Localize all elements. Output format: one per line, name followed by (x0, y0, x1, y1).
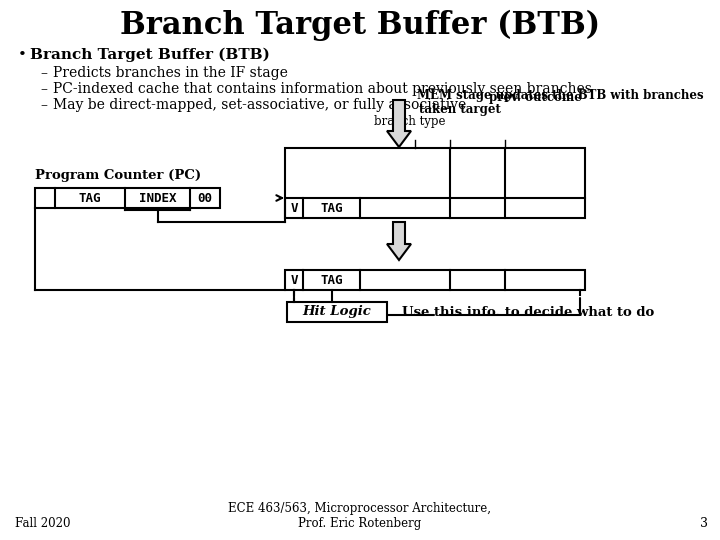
Text: –: – (40, 66, 47, 80)
FancyBboxPatch shape (287, 302, 387, 322)
Text: ECE 463/563, Microprocessor Architecture,
Prof. Eric Rotenberg: ECE 463/563, Microprocessor Architecture… (228, 502, 492, 530)
Text: TAG: TAG (320, 273, 343, 287)
Text: INDEX: INDEX (139, 192, 176, 205)
Text: Fall 2020: Fall 2020 (15, 517, 71, 530)
Text: •: • (18, 48, 27, 62)
Text: Predicts branches in the IF stage: Predicts branches in the IF stage (53, 66, 288, 80)
Text: 00: 00 (197, 192, 212, 205)
Text: Use this info. to decide what to do: Use this info. to decide what to do (402, 306, 654, 319)
Text: –: – (40, 98, 47, 112)
Text: PC-indexed cache that contains information about previously seen branches: PC-indexed cache that contains informati… (53, 82, 592, 96)
Bar (285, 148, 585, 218)
Text: 3: 3 (700, 517, 708, 530)
Text: Branch Target Buffer (BTB): Branch Target Buffer (BTB) (30, 48, 270, 63)
Bar (35, 188, 220, 208)
Text: Branch Target Buffer (BTB): Branch Target Buffer (BTB) (120, 10, 600, 41)
Polygon shape (387, 222, 411, 260)
Text: TAG: TAG (78, 192, 102, 205)
Text: V: V (290, 273, 298, 287)
Text: prev. outcome: prev. outcome (489, 91, 582, 104)
Polygon shape (387, 100, 411, 147)
Text: V: V (290, 201, 298, 214)
Text: TAG: TAG (320, 201, 343, 214)
Text: –: – (40, 82, 47, 96)
Bar (285, 270, 585, 290)
Text: Program Counter (PC): Program Counter (PC) (35, 169, 201, 182)
Text: taken target: taken target (419, 103, 501, 116)
Text: Hit Logic: Hit Logic (302, 306, 372, 319)
Text: May be direct-mapped, set-associative, or fully associative: May be direct-mapped, set-associative, o… (53, 98, 467, 112)
Text: branch type: branch type (374, 115, 446, 128)
Text: MEM stage updates the BTB with branches: MEM stage updates the BTB with branches (417, 90, 703, 103)
